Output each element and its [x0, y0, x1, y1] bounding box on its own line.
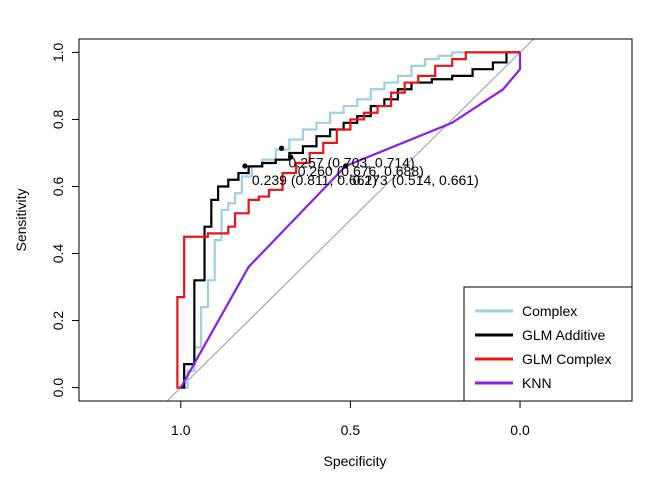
roc-curves-layer: [176, 51, 522, 389]
threshold-label: 0.260 (0.676, 0.688): [298, 163, 424, 179]
threshold-points-layer: 0.257 (0.703, 0.714)0.260 (0.676, 0.688)…: [242, 145, 479, 188]
y-tick-label: 0.2: [50, 311, 66, 331]
legend: Complex GLM Additive GLM Complex KNN: [463, 286, 633, 402]
threshold-point: [242, 163, 248, 169]
x-axis-title: Specificity: [323, 453, 386, 469]
y-tick-label: 0.6: [50, 177, 66, 197]
legend-label: Complex: [522, 303, 577, 319]
y-tick-label: 0.0: [50, 378, 66, 398]
y-tick-label: 0.4: [50, 244, 66, 264]
legend-label: GLM Additive: [522, 327, 605, 343]
reference-diagonal-layer: [166, 39, 535, 401]
x-tick-label: 0.0: [510, 422, 530, 438]
y-tick-label: 1.0: [50, 42, 66, 62]
reference-diagonal: [166, 39, 535, 401]
legend-label: KNN: [522, 375, 552, 391]
series-line-glm-complex: [176, 51, 521, 389]
threshold-point: [343, 163, 349, 169]
series-line-glm-additive: [180, 51, 521, 389]
series-line-complex: [180, 51, 521, 389]
x-tick-label: 0.5: [341, 422, 361, 438]
threshold-label: 0.239 (0.811, 0.661): [252, 172, 377, 188]
x-axis: 1.0 0.5 0.0: [171, 400, 530, 438]
y-tick-label: 0.8: [50, 110, 66, 130]
threshold-point: [288, 154, 294, 160]
series-line-knn: [179, 52, 522, 389]
threshold-label: 0.257 (0.703, 0.714): [289, 154, 415, 170]
y-axis-title: Sensitivity: [13, 188, 29, 251]
y-axis: 0.0 0.2 0.4 0.6 0.8 1.0: [50, 42, 80, 398]
threshold-point: [278, 145, 285, 151]
x-tick-label: 1.0: [171, 422, 191, 438]
threshold-label: 0.273 (0.514, 0.661): [353, 172, 479, 188]
legend-box: [463, 286, 633, 402]
legend-label: GLM Complex: [522, 351, 611, 367]
